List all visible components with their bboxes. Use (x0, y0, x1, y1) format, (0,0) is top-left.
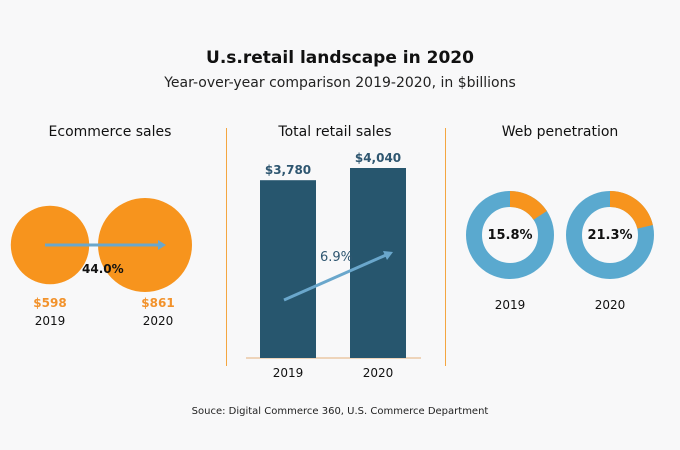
donut-value-2020: 21.3% (587, 228, 633, 243)
ecommerce-year-2019: 2019 (34, 314, 66, 328)
growth-arrowhead (158, 240, 166, 250)
ecommerce-value-2020: $861 (141, 296, 175, 310)
ecommerce-value-2019: $598 (33, 296, 67, 310)
divider-left (226, 128, 227, 366)
ecommerce-panel-title: Ecommerce sales (48, 124, 172, 140)
ecommerce-year-2020: 2020 (142, 314, 174, 328)
donut-slice-2019 (466, 191, 554, 279)
donut-year-2019: 2019 (494, 298, 526, 312)
web-panel-title: Web penetration (501, 124, 619, 140)
donut-slice-2020 (566, 191, 654, 279)
donut-year-2020: 2020 (594, 298, 626, 312)
page-subtitle: Year-over-year comparison 2019-2020, in … (164, 75, 516, 91)
page-title: U.s.retail landscape in 2020 (206, 48, 474, 68)
bar-year-2019: 2019 (272, 366, 304, 380)
ecommerce-bubble-chart (10, 198, 192, 292)
ecommerce-change-label: 44.0% (82, 262, 124, 276)
donut-value-2019: 15.8% (487, 228, 533, 243)
retail-panel-title: Total retail sales (278, 124, 392, 140)
bar-value-2019: $3,780 (264, 163, 312, 177)
web-donut-chart (466, 191, 654, 279)
growth-arrowhead (383, 251, 393, 260)
bar-2020 (350, 168, 406, 358)
divider-right (445, 128, 446, 366)
bar-year-2020: 2020 (362, 366, 394, 380)
bar-value-2020: $4,040 (354, 151, 402, 165)
bar-2019 (260, 180, 316, 358)
retail-bar-chart (246, 168, 421, 359)
retail-change-label: 6.9% (320, 250, 354, 265)
source-note: Souce: Digital Commerce 360, U.S. Commer… (191, 406, 489, 417)
growth-arrow (283, 253, 387, 302)
